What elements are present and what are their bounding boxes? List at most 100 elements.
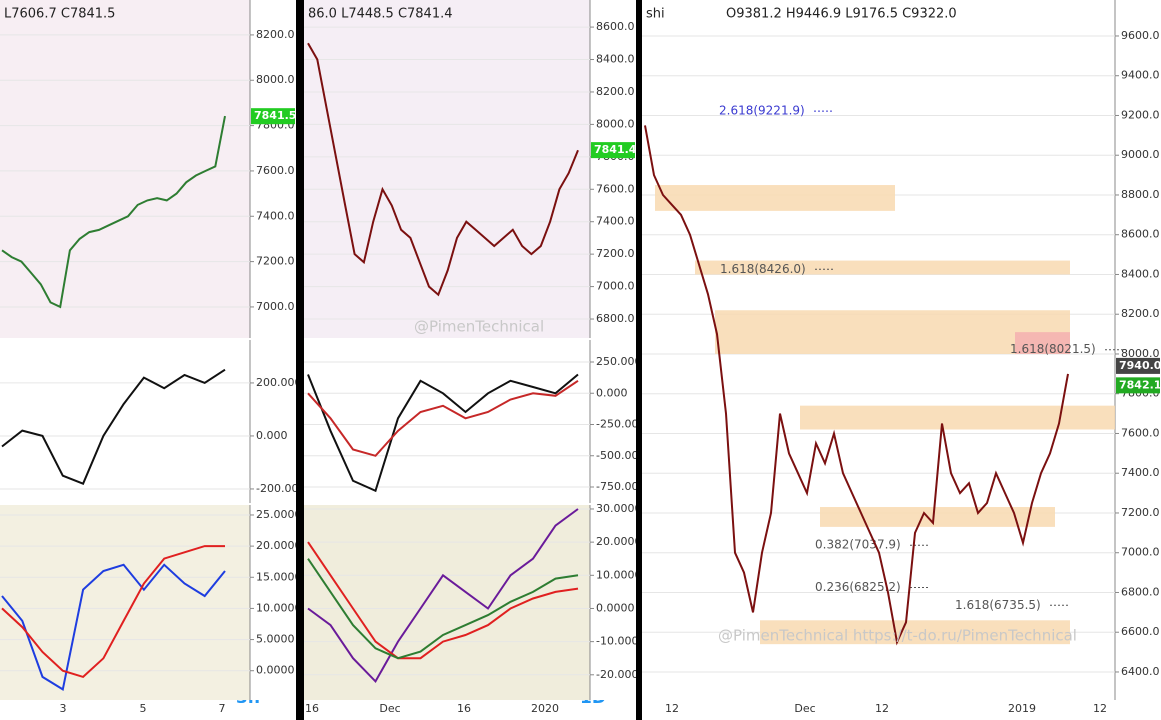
fib-label: 1.618(8426.0) (720, 262, 806, 276)
header: shi (646, 7, 665, 22)
price-zone (760, 620, 1070, 645)
y-tick-label: 8600.0 (1121, 228, 1160, 241)
x-tick-label: 2019 (1008, 702, 1036, 715)
price-zone (1015, 332, 1070, 354)
panel-background (0, 340, 250, 503)
price-zone (820, 507, 1055, 527)
fib-label: 1.618(8021.5) (1010, 342, 1096, 356)
y-tick-label: 0.000 (256, 429, 288, 442)
y-tick-label: 0.0000 (596, 601, 635, 614)
y-tick-label: 30.0000 (596, 502, 642, 515)
y-tick-label: 0.000 (596, 386, 628, 399)
y-tick-label: 8000.0 (256, 73, 295, 86)
price-tag-label: 7841.4 (594, 143, 637, 156)
panel-background (0, 505, 250, 700)
price-zone (655, 185, 895, 211)
y-tick-label: 0.0000 (256, 664, 295, 677)
y-tick-label: 8000.0 (1121, 347, 1160, 360)
watermark: @PimenTechnical (414, 318, 544, 336)
y-tick-label: 7200.0 (256, 255, 295, 268)
price-zone (695, 260, 1070, 275)
y-tick-label: 7400.0 (256, 209, 295, 222)
axis-background (590, 340, 636, 503)
series-line (1, 115, 226, 309)
y-tick-label: 25.0000 (256, 508, 302, 521)
y-tick-label: 7400.0 (1121, 466, 1160, 479)
y-tick-label: 20.0000 (256, 539, 302, 552)
y-tick-label: 6600.0 (1121, 625, 1160, 638)
y-tick-label: 7400.0 (596, 215, 635, 228)
y-tick-label: 6400.0 (1121, 665, 1160, 678)
y-tick-label: 20.0000 (596, 535, 642, 548)
y-tick-label: 15.0000 (256, 570, 302, 583)
y-tick-label: 7600.0 (1121, 426, 1160, 439)
panel-background (304, 0, 590, 338)
x-tick-label: 2020 (531, 702, 559, 715)
panel-background (304, 505, 590, 700)
y-tick-label: 8000.0 (596, 117, 635, 130)
y-tick-label: 10.0000 (256, 601, 302, 614)
y-tick-label: 8400.0 (596, 53, 635, 66)
y-tick-label: 7000.0 (1121, 546, 1160, 559)
x-tick-label: 7 (219, 702, 226, 715)
y-tick-label: -500.000 (596, 449, 645, 462)
y-tick-label: 8200.0 (596, 85, 635, 98)
y-tick-label: 8800.0 (1121, 188, 1160, 201)
price-tag-label: 7940.0 (1119, 359, 1161, 372)
y-tick-label: 9400.0 (1121, 69, 1160, 82)
price-zone (800, 405, 1115, 430)
series-line (1, 545, 225, 679)
y-tick-label: 6800.0 (1121, 585, 1160, 598)
x-tick-label: 12 (875, 702, 889, 715)
y-tick-label: 7000.0 (256, 300, 295, 313)
series-line (1, 563, 226, 692)
axis-background (590, 505, 636, 700)
y-tick-label: 8200.0 (1121, 307, 1160, 320)
watermark: @PimenTechnical https://t-do.ru/PimenTec… (718, 627, 1077, 645)
divider (296, 0, 304, 720)
series-line (307, 379, 579, 457)
series-line (307, 42, 579, 297)
axis-background (250, 505, 296, 700)
series-line (307, 541, 579, 660)
y-tick-label: 9600.0 (1121, 29, 1160, 42)
price-zone (715, 310, 1070, 354)
axis-background (250, 340, 296, 503)
y-tick-label: 7600.0 (256, 164, 295, 177)
y-tick-label: 6800.0 (596, 312, 635, 325)
series-line (307, 373, 579, 493)
y-tick-label: 9000.0 (1121, 148, 1160, 161)
fib-label: 0.382(7037.9) (815, 538, 901, 552)
y-tick-label: 7200.0 (596, 247, 635, 260)
price-tag-label: 7841.5 (254, 109, 296, 122)
y-tick-label: 9200.0 (1121, 108, 1160, 121)
series-line (644, 125, 1069, 646)
x-tick-label: 16 (305, 702, 319, 715)
ohlc: O9381.2 H9446.9 L9176.5 C9322.0 (726, 7, 957, 22)
y-tick-label: -200.000 (256, 482, 305, 495)
series-line (307, 508, 579, 684)
fib-label: 0.236(6825.2) (815, 580, 901, 594)
x-tick-label: 12 (665, 702, 679, 715)
price-tag-label: 7842.1 (1119, 378, 1161, 391)
y-tick-label: 8600.0 (596, 20, 635, 33)
y-tick-label: 5.0000 (256, 633, 295, 646)
axis-background (590, 0, 636, 338)
fib-label: 1.618(6735.5) (955, 598, 1041, 612)
y-tick-label: -250.000 (596, 418, 645, 431)
y-tick-label: 250.000 (596, 355, 642, 368)
series-line (307, 558, 579, 660)
y-tick-label: 7200.0 (1121, 506, 1160, 519)
y-tick-label: 10.0000 (596, 568, 642, 581)
price-tag (591, 142, 635, 159)
y-tick-label: -10.0000 (596, 635, 645, 648)
y-tick-label: 7600.0 (596, 182, 635, 195)
x-tick-label: 5 (140, 702, 147, 715)
divider (636, 0, 642, 720)
y-tick-label: -750.000 (596, 480, 645, 493)
x-tick-label: 3 (60, 702, 67, 715)
series-line (1, 368, 226, 485)
x-tick-label: Dec (794, 702, 815, 715)
y-tick-label: 8200.0 (256, 28, 295, 41)
